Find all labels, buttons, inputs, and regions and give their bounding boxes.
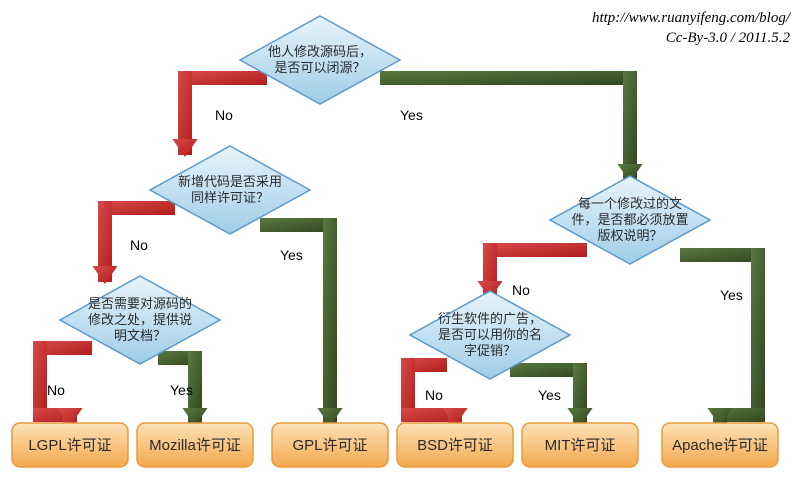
edge-label: No [130, 237, 148, 253]
edge-label: No [512, 282, 530, 298]
svg-text:版权说明？: 版权说明？ [597, 228, 662, 243]
svg-text:件，是否都必须放置: 件，是否都必须放置 [571, 212, 688, 227]
result-b1: LGPL许可证 [12, 423, 128, 467]
svg-text:是否需要对源码的: 是否需要对源码的 [88, 296, 192, 311]
edge-no [477, 243, 587, 299]
edge-label: Yes [538, 387, 561, 403]
edge-label: Yes [280, 247, 303, 263]
svg-text:明文档？: 明文档？ [114, 328, 166, 343]
result-b3: GPL许可证 [272, 423, 388, 467]
svg-text:BSD许可证: BSD许可证 [417, 437, 493, 454]
svg-text:他人修改源码后，: 他人修改源码后， [268, 44, 372, 59]
svg-text:每一个修改过的文: 每一个修改过的文 [578, 196, 682, 211]
result-b6: Apache许可证 [662, 423, 778, 467]
svg-text:是否可以闭源？: 是否可以闭源？ [274, 60, 365, 75]
svg-text:LGPL许可证: LGPL许可证 [28, 437, 111, 454]
edge-label: No [215, 107, 233, 123]
edge-label: Yes [400, 107, 423, 123]
svg-text:修改之处，提供说: 修改之处，提供说 [88, 312, 192, 327]
edge-yes [680, 248, 765, 426]
edge-label: Yes [720, 287, 743, 303]
svg-text:Apache许可证: Apache许可证 [672, 437, 768, 454]
svg-text:是否可以用你的名: 是否可以用你的名 [438, 327, 542, 342]
result-b2: Mozilla许可证 [137, 423, 253, 467]
result-b4: BSD许可证 [397, 423, 513, 467]
decision-q1: 他人修改源码后，是否可以闭源？ [240, 16, 400, 104]
edge-yes [380, 71, 643, 182]
attribution-url: http://www.ruanyifeng.com/blog/ [592, 10, 792, 26]
svg-text:GPL许可证: GPL许可证 [292, 437, 367, 454]
svg-text:衍生软件的广告，: 衍生软件的广告， [438, 311, 542, 326]
result-b5: MIT许可证 [522, 423, 638, 467]
attribution-license: Cc-By-3.0 / 2011.5.2 [666, 30, 791, 46]
edge-label: Yes [170, 382, 193, 398]
svg-text:同样许可证？: 同样许可证？ [191, 190, 269, 205]
svg-text:新增代码是否采用: 新增代码是否采用 [178, 174, 282, 189]
svg-text:Mozilla许可证: Mozilla许可证 [149, 437, 241, 454]
svg-text:MIT许可证: MIT许可证 [545, 437, 616, 454]
svg-text:字促销？: 字促销？ [464, 343, 516, 358]
edge-label: No [425, 387, 443, 403]
edge-label: No [47, 382, 65, 398]
